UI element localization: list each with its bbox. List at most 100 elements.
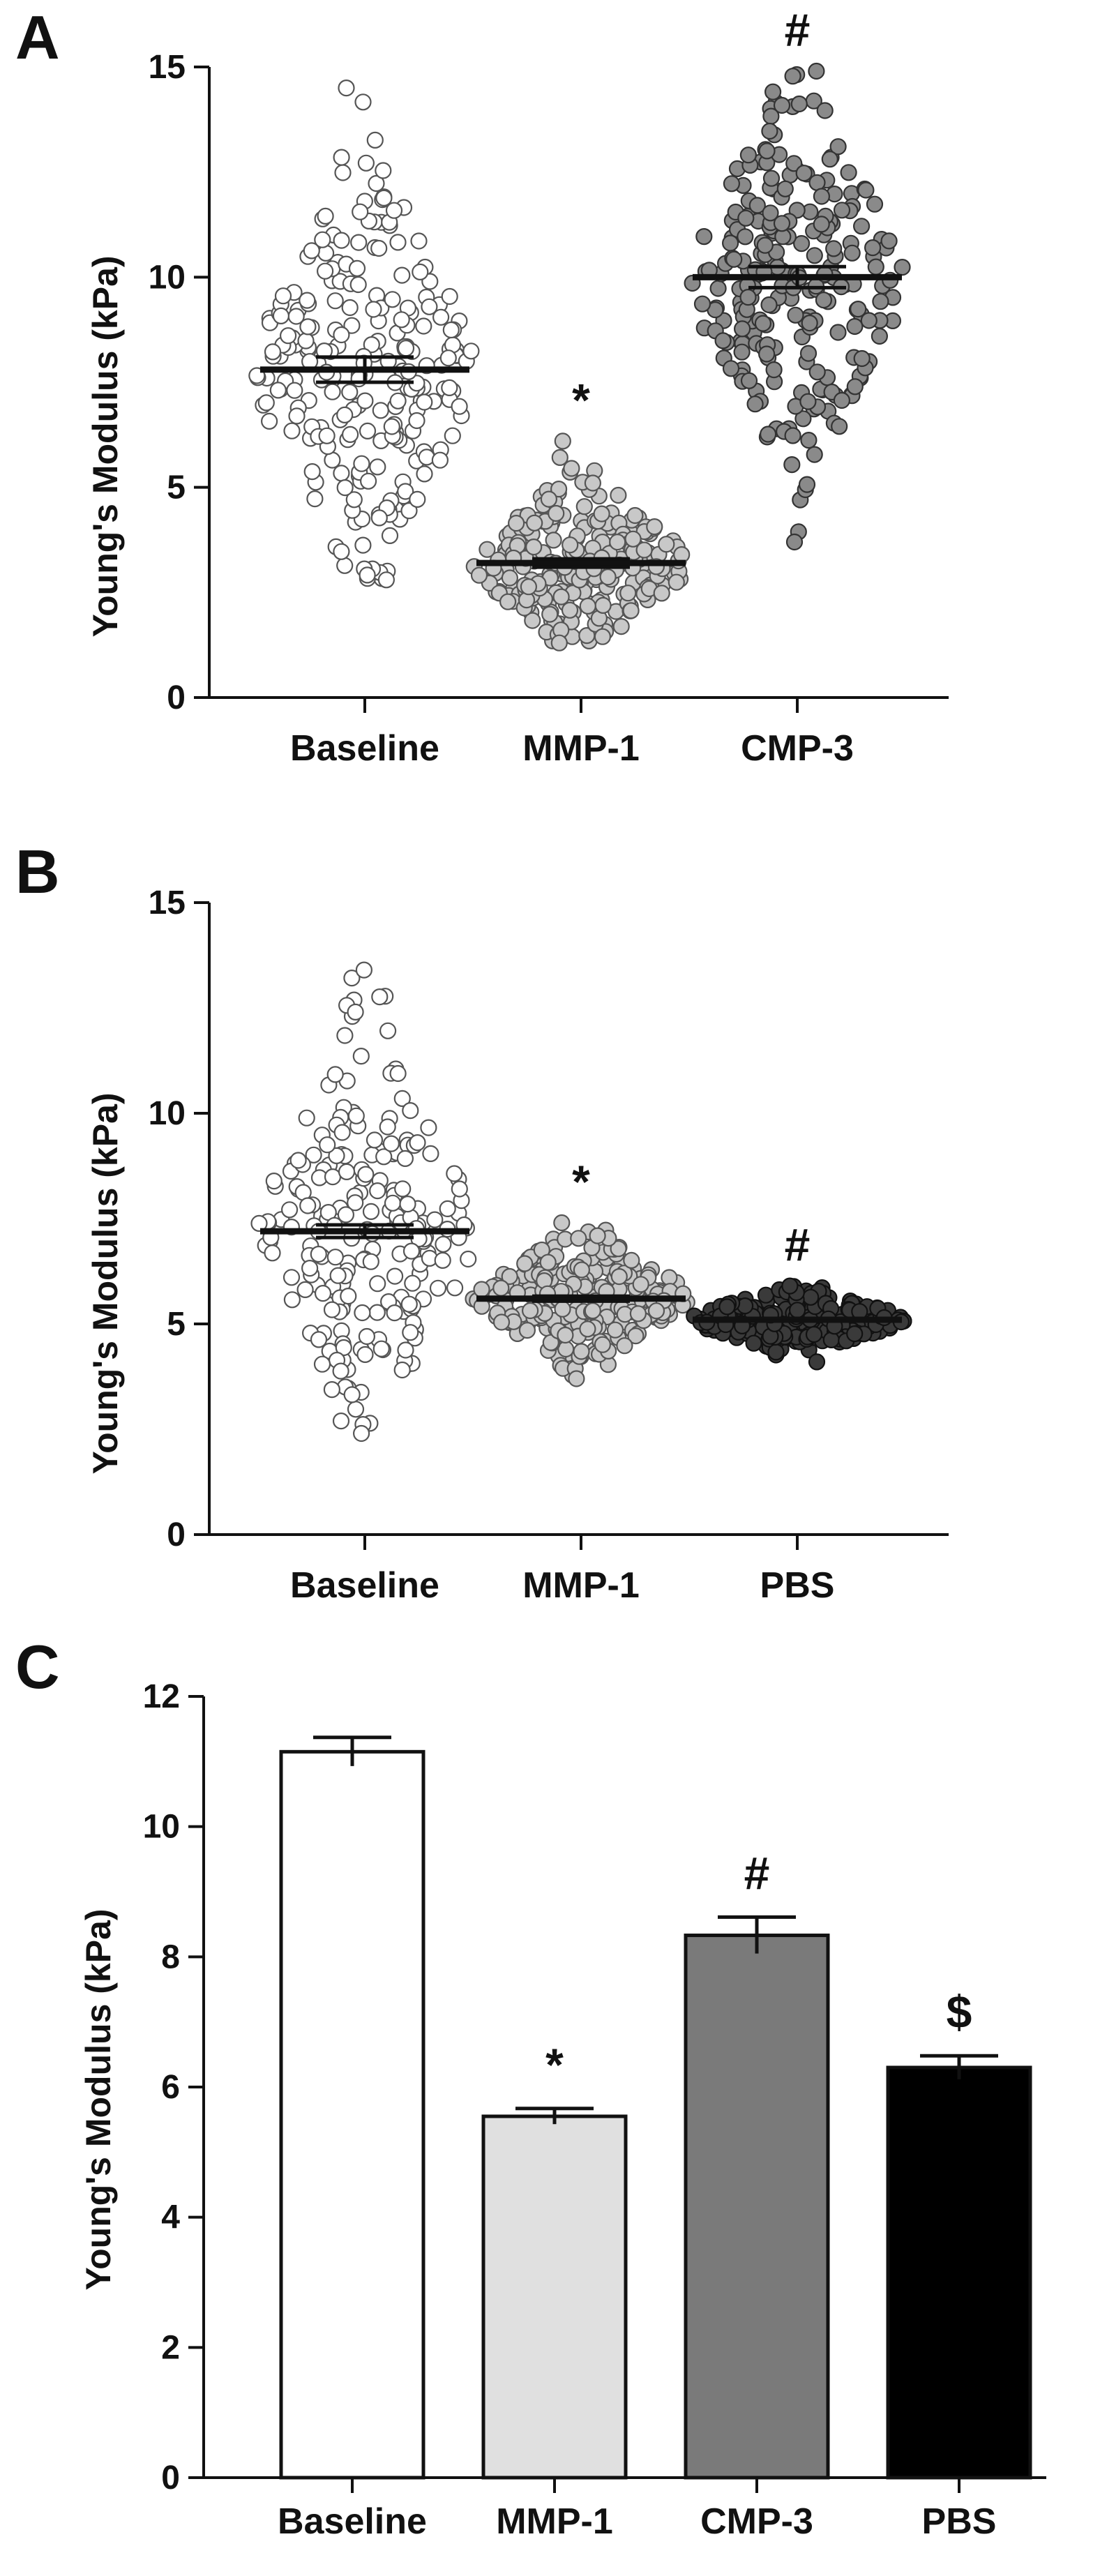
panel-a-data-point — [761, 122, 778, 140]
panel-a-data-point — [813, 216, 830, 233]
panel-a-data-point — [758, 345, 776, 363]
panel-b-data-point — [338, 1163, 356, 1181]
panel-a-data-point — [342, 425, 359, 444]
panel-a-data-point — [370, 509, 388, 527]
panel-a-data-point — [299, 318, 317, 336]
panel-b-category-label: PBS — [760, 1565, 835, 1606]
panel-b-data-point — [439, 1200, 456, 1218]
panel-a-data-point — [324, 383, 341, 400]
panel-a-data-point — [397, 340, 415, 357]
panel-a-data-point — [609, 533, 626, 551]
panel-b-data-point — [473, 1281, 490, 1298]
panel-b-data-point — [554, 1300, 571, 1318]
panel-c-significance-mark: # — [744, 1847, 770, 1899]
panel-b-data-point — [319, 1136, 336, 1154]
panel-a-data-point — [336, 557, 354, 574]
panel-a-data-point — [550, 480, 568, 498]
panel-b-data-point — [375, 1148, 393, 1166]
panel-a-data-point — [383, 418, 400, 435]
panel-b-data-point — [629, 1305, 647, 1323]
panel-b-data-point — [446, 1279, 464, 1297]
panel-c-category-label: CMP-3 — [700, 2501, 813, 2542]
panel-a-data-point — [416, 465, 433, 483]
panel-a-data-point — [421, 298, 438, 315]
panel-b-data-point — [323, 1380, 340, 1399]
panel-a-data-point — [594, 596, 612, 615]
panel-b-data-point — [434, 1251, 451, 1270]
panel-b-data-point — [332, 1412, 350, 1430]
panel-a-data-point — [787, 306, 804, 324]
panel-b-ylabel: Young's Modulus (kPa) — [86, 1092, 125, 1474]
panel-a-data-point — [860, 312, 877, 329]
panel-b-data-point — [354, 1304, 371, 1322]
panel-a-ytick-label-0: 0 — [167, 679, 186, 716]
panel-b-data-point — [745, 1334, 762, 1352]
panel-a-data-point — [795, 165, 813, 182]
panel-a-data-point — [365, 301, 382, 318]
panel-b-data-point — [460, 1250, 477, 1268]
panel-b-ytick-label-0: 0 — [167, 1516, 186, 1553]
panel-a-data-point — [431, 451, 449, 469]
panel-a-data-point — [261, 412, 278, 430]
panel-a-data-point — [552, 588, 570, 605]
panel-a-data-point — [441, 379, 458, 397]
panel-a-data-point — [353, 455, 370, 472]
panel-a-data-point — [833, 391, 851, 409]
panel-b-ytick-label-10: 10 — [149, 1095, 186, 1132]
panel-a-significance-mark: * — [572, 374, 590, 425]
panel-a-data-point — [584, 474, 602, 492]
panel-b-points-PBS — [686, 1277, 912, 1371]
panel-b-data-point — [357, 1166, 375, 1183]
panel-b-data-point — [396, 1150, 414, 1168]
panel-b-data-point — [594, 1336, 612, 1353]
panel-a-data-point — [813, 188, 831, 205]
panel-a-data-point — [765, 361, 783, 379]
panel-b-data-point — [781, 1277, 799, 1295]
panel-b-plot: 0 5 10 15 Baseline MMP-1 * PBS # — [149, 884, 949, 1606]
panel-a-data-point — [760, 296, 778, 314]
panel-a-data-point — [852, 218, 871, 235]
panel-a-data-point — [610, 486, 627, 504]
panel-c: C Young's Modulus (kPa) 0 2 4 6 8 10 12 Baselin… — [15, 1632, 1046, 2542]
panel-a-data-point — [412, 263, 429, 280]
panel-c-bar-CMP-3 — [684, 1934, 830, 2480]
panel-a-ytick-label-5: 5 — [167, 469, 186, 506]
panel-a-data-point — [545, 532, 562, 549]
panel-b-data-point — [553, 1214, 571, 1232]
panel-a-data-point — [624, 530, 642, 548]
panel-c-bar-MMP-1 — [481, 2114, 628, 2480]
panel-a-data-point — [808, 363, 826, 381]
panel-a-data-point — [593, 505, 610, 522]
panel-b-data-point — [584, 1302, 601, 1320]
panel-b: B Young's Modulus (kPa) 0 5 10 15 Baseline MM… — [15, 837, 949, 1606]
panel-b-data-point — [573, 1343, 590, 1360]
panel-a-category-label: CMP-3 — [741, 728, 854, 769]
panel-b-data-point — [382, 1135, 400, 1152]
panel-a-data-point — [668, 573, 685, 591]
panel-a-data-point — [829, 138, 847, 156]
panel-b-data-point — [573, 1261, 591, 1279]
panel-b-data-point — [846, 1325, 864, 1343]
panel-a-data-point — [626, 506, 644, 525]
panel-a-data-point — [341, 299, 359, 317]
panel-b-data-point — [632, 1276, 649, 1293]
panel-c-ylabel: Young's Modulus (kPa) — [79, 1908, 118, 2290]
panel-b-data-point — [767, 1343, 785, 1361]
panel-a-data-point — [695, 228, 713, 246]
panel-a-data-point — [525, 538, 543, 556]
panel-a-data-point — [821, 151, 838, 168]
panel-b-significance-mark: * — [572, 1156, 590, 1207]
panel-a-data-point — [693, 295, 711, 312]
panel-a-data-point — [526, 514, 543, 532]
panel-a-data-point — [314, 231, 331, 248]
panel-a-data-point — [345, 491, 363, 509]
panel-a-data-point — [880, 232, 898, 250]
panel-b-data-point — [369, 1275, 386, 1293]
panel-a-data-point — [333, 543, 350, 560]
panel-a-data-point — [377, 571, 395, 589]
panel-a-data-point — [297, 332, 315, 349]
panel-b-data-point — [298, 1109, 315, 1127]
panel-a-data-point — [333, 232, 350, 249]
panel-b-ytick-label-5: 5 — [167, 1306, 186, 1343]
